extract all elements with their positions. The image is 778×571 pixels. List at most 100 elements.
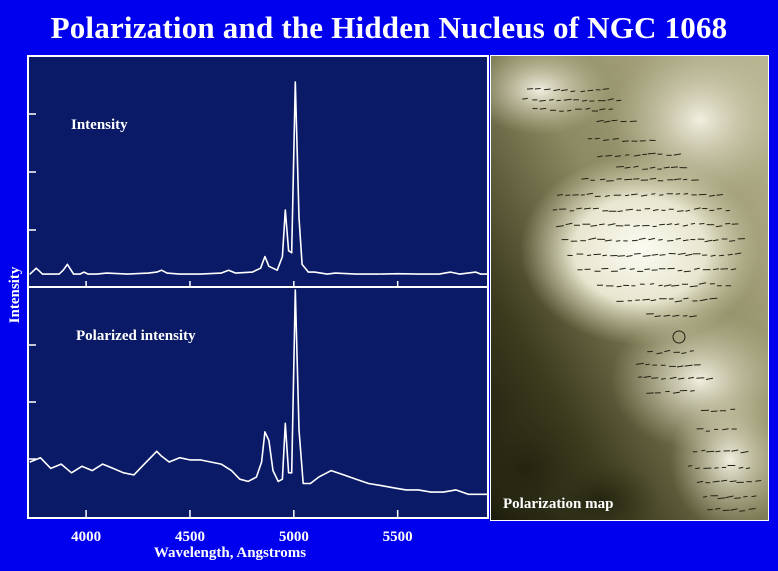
spectrum-point [334,272,336,274]
spectrum-point [281,256,283,258]
polarization-vector [734,497,741,499]
spectrum-point [29,461,31,463]
polarization-vector [688,376,694,379]
polarization-vector [690,222,696,225]
polarization-vector [666,223,673,226]
polarization-vector [522,97,528,100]
spectrum-point [264,256,266,258]
polarization-vector [693,207,701,210]
polarization-vector [714,507,721,510]
polarization-vector [675,237,681,240]
polarization-vector [721,479,728,482]
polarization-vector [549,99,554,101]
page-title: Polarization and the Hidden Nucleus of N… [50,10,728,45]
polarization-vector [730,508,738,511]
spectrum-point [228,269,230,271]
polarization-vector [594,137,600,140]
polarization-vector [625,208,634,211]
polarization-vector [716,208,722,210]
polarization-vector [729,240,736,242]
spectrum-point [380,485,382,487]
polarization-vector [738,466,744,469]
spectrum-point [179,273,181,275]
polarization-vector [722,428,729,431]
polarization-vectors [522,88,762,512]
x-tick-label: 4500 [175,529,205,545]
spectrum-point [268,265,270,267]
polarization-vector [544,88,551,91]
polarization-vector [649,177,657,180]
spectrum-point [160,269,163,271]
intensity-panel [28,81,488,275]
polarization-vector [712,239,719,242]
polarization-vector [674,223,680,226]
polarization-vector [625,194,630,197]
spectrum-point [376,273,378,275]
polarization-vector [717,497,726,500]
polarization-vector [615,240,621,242]
polarization-vector [690,390,695,392]
polarization-vector [656,352,663,355]
polarization-vector [604,239,612,242]
polarization-vector [626,255,633,257]
polarization-vector [645,363,650,366]
spectrum-point [230,470,233,472]
spectrum-point [392,487,395,489]
polarization-vector [581,177,589,180]
polarization-vector [684,364,693,367]
polarization-vector [593,253,601,256]
spectrum-point [480,273,482,275]
polarization-vector [640,194,648,197]
spectrum-point [247,480,249,482]
polarization-vector [740,451,749,454]
polarization-vector [563,98,572,101]
spectrum-point [235,272,237,274]
spectrum-point [73,273,75,275]
polarization-vector [682,315,688,317]
polarization-vector [672,391,680,394]
polarization-vector [689,285,698,288]
spectrum-point [62,269,64,271]
spectrum-point [95,273,98,275]
spectrum-point [87,273,89,275]
polarization-vector [739,510,746,512]
spectrum-point [210,461,212,463]
spectrum-point [102,463,104,465]
spectrum-point [41,273,44,275]
polarization-vector [748,508,756,510]
polarization-vector [689,350,694,352]
polarization-vector [676,365,684,368]
spectrum-point [179,457,181,459]
polarization-vector [633,154,641,157]
polarization-vector [669,376,677,380]
polarization-vector [731,449,739,452]
polarization-vector [553,88,561,92]
spectrum-point [417,273,419,275]
spectrum-point [35,267,37,269]
polarized-panel-label: Polarized intensity [76,328,196,344]
spectrum-point [368,482,370,485]
spectrum-point [70,472,73,474]
polarization-vector [654,315,661,318]
map-label: Polarization map [503,496,613,512]
spectrum-point [122,472,125,474]
polarization-vector [596,119,604,123]
polarization-vector [651,253,659,256]
spectrum-point [294,81,296,83]
spectrum-frame [27,55,489,519]
polarization-vector [705,377,714,380]
polarization-vector [649,283,655,285]
spectrum-point [405,489,407,491]
polarization-vector [675,193,681,195]
polarization-vector [710,254,716,257]
polarization-vector [704,239,713,243]
polarization-vector [629,268,635,270]
polarization-vector [586,192,594,195]
polarization-vector [633,253,641,255]
spectrum-point [467,493,469,495]
polarization-vector [581,99,588,102]
spectrum-point [143,463,145,465]
polarization-vector [673,153,681,156]
spectrum-point [326,273,328,275]
polarization-vector [636,362,644,365]
